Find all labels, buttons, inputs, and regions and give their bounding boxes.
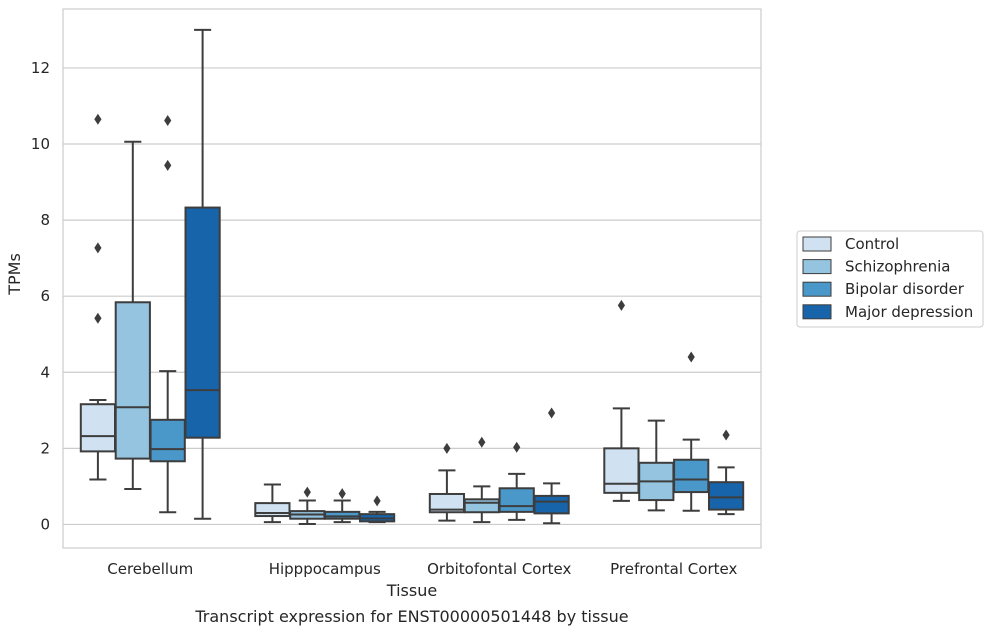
outlier-point (722, 429, 730, 441)
x-tick-label: Cerebellum (107, 560, 193, 578)
outlier-point (513, 441, 521, 453)
box-1-2 (324, 488, 361, 524)
outlier-point (443, 442, 451, 454)
legend-label: Bipolar disorder (845, 280, 965, 298)
y-tick-label: 10 (31, 135, 50, 153)
iqr-box (184, 206, 221, 439)
y-axis-ticks: 0 2 4 6 8 10 12 (31, 59, 50, 533)
outlier-point (687, 351, 695, 363)
y-tick-label: 2 (40, 439, 50, 457)
iqr-box (707, 481, 745, 511)
legend-frame (796, 230, 984, 328)
box-3-3 (707, 429, 745, 516)
plot-area-frame (62, 8, 762, 549)
box-2-2 (498, 441, 535, 521)
x-axis-label: Tissue (386, 581, 437, 600)
box-0-0 (79, 113, 117, 481)
iqr-box (463, 498, 500, 514)
box-2-0 (428, 442, 466, 522)
legend-label: Schizophrenia (845, 258, 950, 276)
box-3-2 (673, 351, 710, 512)
outlier-point (303, 486, 311, 498)
y-axis-label: TPMs (5, 253, 24, 296)
chart-caption: Transcript expression for ENST0000050144… (194, 607, 628, 626)
iqr-box (603, 447, 640, 494)
x-tick-label: Orbitofontal Cortex (427, 560, 571, 578)
outlier-point (373, 495, 381, 507)
legend-swatch (802, 281, 832, 297)
legend-swatch (802, 259, 832, 275)
x-axis-ticks: Cerebellum Hipppocampus Orbitofontal Corte… (107, 560, 737, 578)
box-2-3 (533, 407, 570, 525)
legend: Control Schizophrenia Bipolar disorder Majo… (796, 230, 984, 328)
box-3-1 (638, 419, 675, 512)
y-tick-label: 4 (40, 363, 50, 381)
outlier-point (548, 407, 556, 419)
outlier-point (94, 312, 102, 324)
x-tick-label: Hipppocampus (269, 560, 381, 578)
outlier-point (617, 299, 625, 311)
legend-label: Major depression (845, 303, 973, 321)
box-0-3 (184, 28, 221, 520)
iqr-box (498, 487, 535, 513)
iqr-box (673, 458, 710, 494)
box-1-3 (358, 495, 396, 524)
box-plot-series (79, 28, 745, 526)
box-1-0 (254, 483, 291, 524)
box-0-2 (149, 114, 186, 514)
legend-swatch (802, 236, 832, 252)
iqr-box (533, 494, 570, 515)
outlier-point (94, 242, 102, 254)
iqr-box (324, 510, 361, 520)
iqr-box (114, 301, 151, 460)
x-tick-label: Prefrontal Cortex (610, 560, 737, 578)
outlier-point (164, 114, 172, 126)
iqr-box (149, 418, 186, 463)
outlier-point (164, 159, 172, 171)
y-tick-label: 0 (40, 515, 50, 533)
y-tick-label: 12 (31, 59, 50, 77)
outlier-point (478, 436, 486, 448)
iqr-box (79, 403, 117, 453)
y-tick-label: 6 (40, 287, 50, 305)
legend-label: Control (845, 235, 899, 253)
legend-swatch (802, 304, 832, 320)
y-tick-label: 8 (40, 211, 50, 229)
box-3-0 (603, 299, 640, 502)
box-2-1 (463, 436, 500, 524)
box-1-1 (289, 486, 326, 526)
outlier-point (338, 488, 346, 500)
outlier-point (94, 113, 102, 125)
iqr-box (254, 502, 291, 518)
box-0-1 (114, 140, 151, 491)
